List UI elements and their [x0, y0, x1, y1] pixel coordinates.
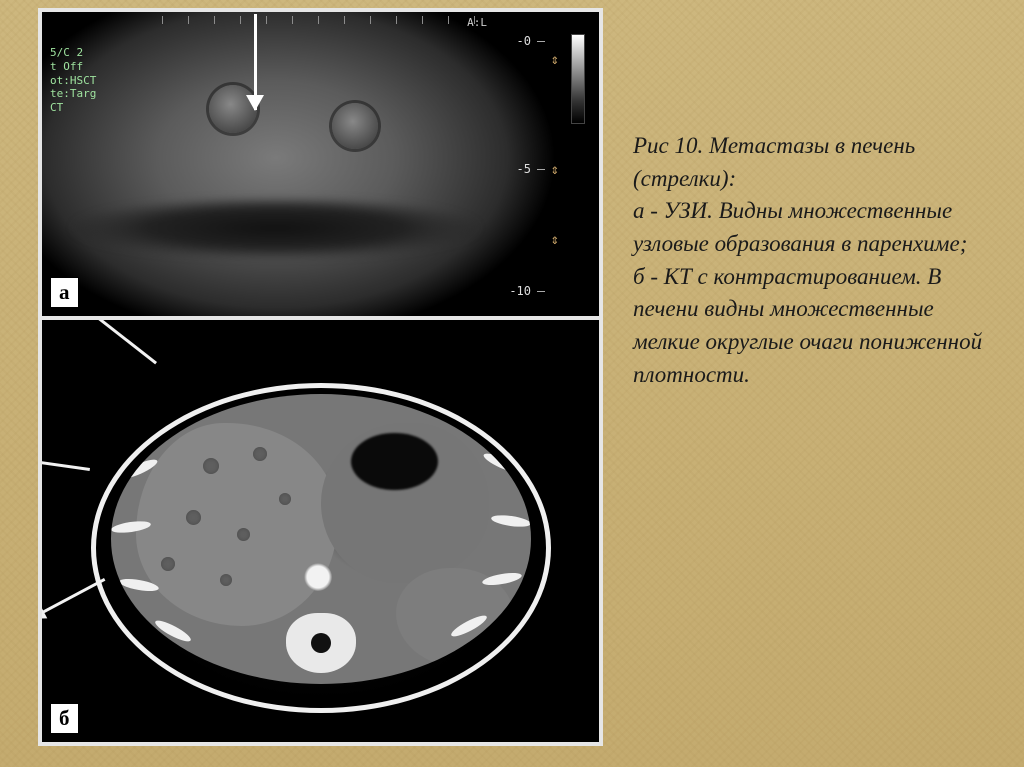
grayscale-bar-icon: [571, 34, 585, 124]
ct-metastasis: [186, 510, 201, 525]
figure-caption: Рис 10. Метастазы в печень (стрелки): а …: [633, 130, 986, 391]
scale-tick: -0: [509, 34, 531, 48]
ultrasound-top-ruler: [162, 16, 479, 24]
pointer-arrow-icon: [254, 14, 257, 110]
panel-label-b: б: [50, 703, 79, 734]
panel-label-a: а: [50, 277, 79, 308]
ct-metastasis: [253, 447, 267, 461]
scale-tick: -5: [509, 162, 531, 176]
ct-metastasis: [279, 493, 291, 505]
ct-body: [111, 394, 531, 684]
ultrasound-corner-text: A:L: [467, 16, 487, 30]
depth-arrow-icon: ⇕: [551, 162, 559, 178]
ct-vertebra: [286, 613, 356, 673]
ct-stomach: [321, 423, 489, 583]
ct-aorta: [304, 563, 332, 591]
ultrasound-panel: 5/C 2 t Off ot:HSCT te:Targ CT A:L ⇕ ⇕ ⇕…: [38, 8, 603, 316]
ct-metastasis: [220, 574, 232, 586]
ultrasound-overlay-text: 5/C 2 t Off ot:HSCT te:Targ CT: [50, 46, 96, 115]
ct-liver: [136, 423, 338, 626]
depth-arrow-icon: ⇕: [551, 52, 559, 68]
caption-column: Рис 10. Метастазы в печень (стрелки): а …: [605, 0, 1024, 391]
ultrasound-scale: ⇕ ⇕ ⇕ -0 -5 -10: [501, 22, 591, 306]
ct-rib: [490, 513, 531, 528]
ct-panel: б: [38, 316, 603, 746]
scale-tick: -10: [509, 284, 531, 298]
figure-column: 5/C 2 t Off ot:HSCT te:Targ CT A:L ⇕ ⇕ ⇕…: [0, 0, 605, 754]
ultrasound-nodule: [332, 103, 378, 149]
ct-rib: [482, 571, 523, 588]
depth-arrow-icon: ⇕: [551, 232, 559, 248]
ultrasound-shadow-band: [72, 198, 479, 258]
